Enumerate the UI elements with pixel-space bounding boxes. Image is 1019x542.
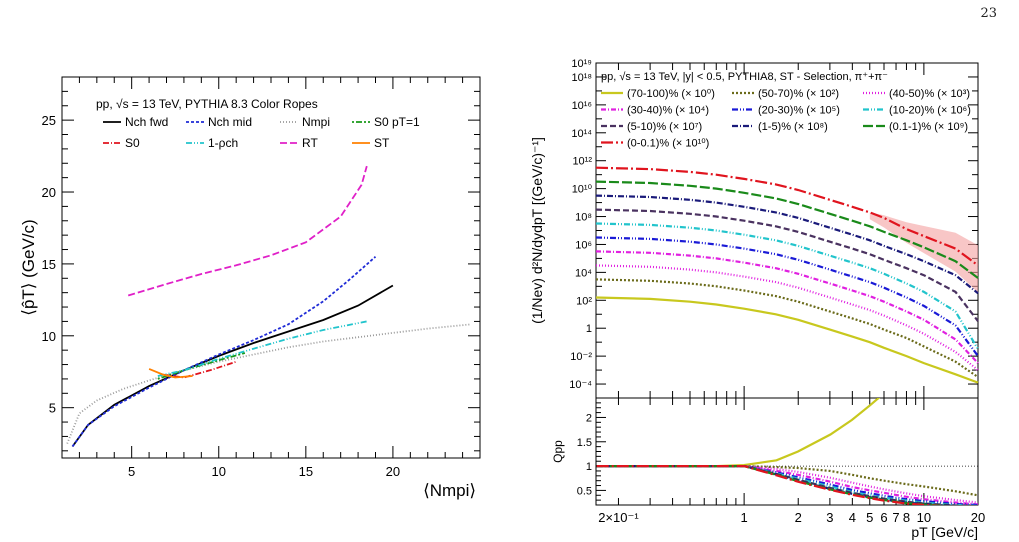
legend-label: (0.1-1)% (× 10⁹)	[889, 121, 968, 133]
x-tick-label: 4	[849, 510, 856, 525]
series-line	[157, 320, 367, 377]
ratio-y-tick-label: 0.5	[577, 485, 592, 497]
series-line	[71, 284, 394, 448]
x-tick-label: 1	[740, 510, 747, 525]
x-tick-label: 5	[866, 510, 873, 525]
spectrum-line	[595, 222, 979, 350]
spectrum-line	[595, 264, 979, 371]
y-tick-label: 10	[42, 329, 56, 344]
legend-label: (20-30)% (× 10⁵)	[758, 105, 840, 117]
legend-label: (30-40)% (× 10⁴)	[627, 105, 709, 117]
legend-label: S0	[125, 136, 140, 150]
ratio-frame	[595, 397, 979, 506]
ratio-y-tick-label: 1	[586, 461, 592, 473]
series-line	[66, 323, 472, 444]
y-tick-label: 10²	[576, 295, 592, 307]
y-tick-label: 10¹⁴	[571, 128, 592, 140]
page-number: 23	[980, 6, 997, 21]
series-line	[162, 360, 237, 379]
spectrum-line	[595, 278, 979, 379]
legend-label: Nmpi	[302, 115, 330, 129]
x-tick-label: 15	[299, 464, 313, 479]
y-tick-label: 15	[42, 257, 56, 272]
legend-label: (50-70)% (× 10²)	[758, 88, 839, 100]
legend-label: (70-100)% (× 10⁰)	[627, 88, 715, 100]
y-tick-label: 20	[42, 185, 56, 200]
series-line	[157, 352, 246, 380]
ratio-y-tick-label: 2	[586, 412, 592, 424]
ratio-line	[596, 465, 978, 504]
y-tick-label: 10⁴	[575, 267, 592, 279]
x-tick-label: 10	[212, 464, 226, 479]
y-tick-label: 10¹⁰	[572, 184, 593, 196]
x-tick-label: 2	[795, 510, 802, 525]
x-tick-label: 10	[917, 510, 931, 525]
x-tick-label: 8	[903, 510, 910, 525]
ratio-series-group	[596, 398, 978, 505]
y-tick-label: 10⁸	[575, 212, 592, 224]
series-line	[71, 256, 377, 448]
legend-label: (40-50)% (× 10³)	[889, 88, 970, 100]
x-tick-label: 6	[880, 510, 887, 525]
x-tick-label: 2×10⁻¹	[598, 510, 639, 525]
ratio-y-tick-label: 1.5	[577, 437, 592, 449]
pt-spectra-chart: 10⁻⁴ 10⁻² 1 10² 10⁴ 10⁶ 10⁸ 10¹⁰ 10¹² 10¹⁴ 10¹⁶ 10¹…	[529, 58, 985, 540]
y-tick-label: 10⁻²	[570, 351, 592, 363]
error-band	[869, 212, 978, 293]
y-axis-label: ⟨p̂T⟩ (GeV/c)	[19, 219, 38, 315]
series-group	[66, 165, 472, 448]
spectra-series-group	[595, 166, 979, 384]
y-tick-label: 25	[42, 113, 56, 128]
legend-label: (0-0.1)% (× 10¹⁰)	[627, 138, 709, 150]
legend-label: ST	[374, 136, 390, 150]
spectrum-line	[595, 166, 979, 267]
legend-header: pp, √s = 13 TeV, |y| < 0.5, PYTHIA8, ST …	[601, 71, 888, 83]
y-tick-label: 10¹⁸	[571, 72, 592, 84]
legend-label: Nch fwd	[125, 115, 168, 129]
y-tick-label: 10⁻⁴	[569, 379, 592, 391]
x-tick-label: 7	[892, 510, 899, 525]
y-tick-label: 5	[49, 401, 56, 416]
y-tick-label: 10¹⁹	[571, 58, 592, 70]
legend-label: RT	[302, 136, 318, 150]
ratio-line	[596, 465, 943, 505]
series-line	[127, 165, 368, 297]
spectrum-line	[595, 296, 979, 384]
legend-label: (10-20)% (× 10⁶)	[889, 105, 971, 117]
legend-label: (5-10)% (× 10⁷)	[627, 121, 702, 133]
y-tick-label: 10¹⁶	[572, 100, 592, 112]
legend-label: S0 pT=1	[374, 115, 420, 129]
ratio-line	[596, 398, 881, 468]
ratio-y-axis-label: Qpp	[551, 440, 565, 463]
spectrum-line	[595, 250, 979, 364]
spectrum-line	[595, 208, 979, 322]
legend-label: (1-5)% (× 10⁸)	[758, 121, 828, 133]
y-tick-label: 10¹²	[572, 156, 592, 168]
x-tick-label: 3	[826, 510, 833, 525]
x-tick-label: 20	[386, 464, 400, 479]
legend-header: pp, √s = 13 TeV, PYTHIA 8.3 Color Ropes	[96, 97, 318, 111]
y-axis-label: (1/Nev) d²N/dydpT [(GeV/c)⁻¹]	[529, 137, 545, 324]
x-tick-label: 20	[971, 510, 985, 525]
x-tick-label: 5	[128, 464, 135, 479]
mean-pt-vs-nmpi-chart: 5 10 15 20 5 10 15 20 25 ⟨p̂T⟩ (GeV/c) ⟨Nmpi⟩ pp, √…	[19, 76, 481, 500]
spectrum-line	[595, 194, 979, 295]
legend-label: 1-ρch	[208, 136, 238, 150]
x-axis-label: pT [GeV/c]	[911, 524, 978, 540]
series-line	[148, 368, 193, 379]
spectrum-line	[595, 180, 979, 279]
ratio-line	[596, 465, 978, 497]
y-tick-label: 10⁶	[575, 239, 592, 251]
spectrum-line	[595, 236, 979, 357]
legend-label: Nch mid	[208, 115, 252, 129]
y-tick-label: 1	[586, 323, 592, 335]
x-axis-label: ⟨Nmpi⟩	[423, 481, 476, 500]
